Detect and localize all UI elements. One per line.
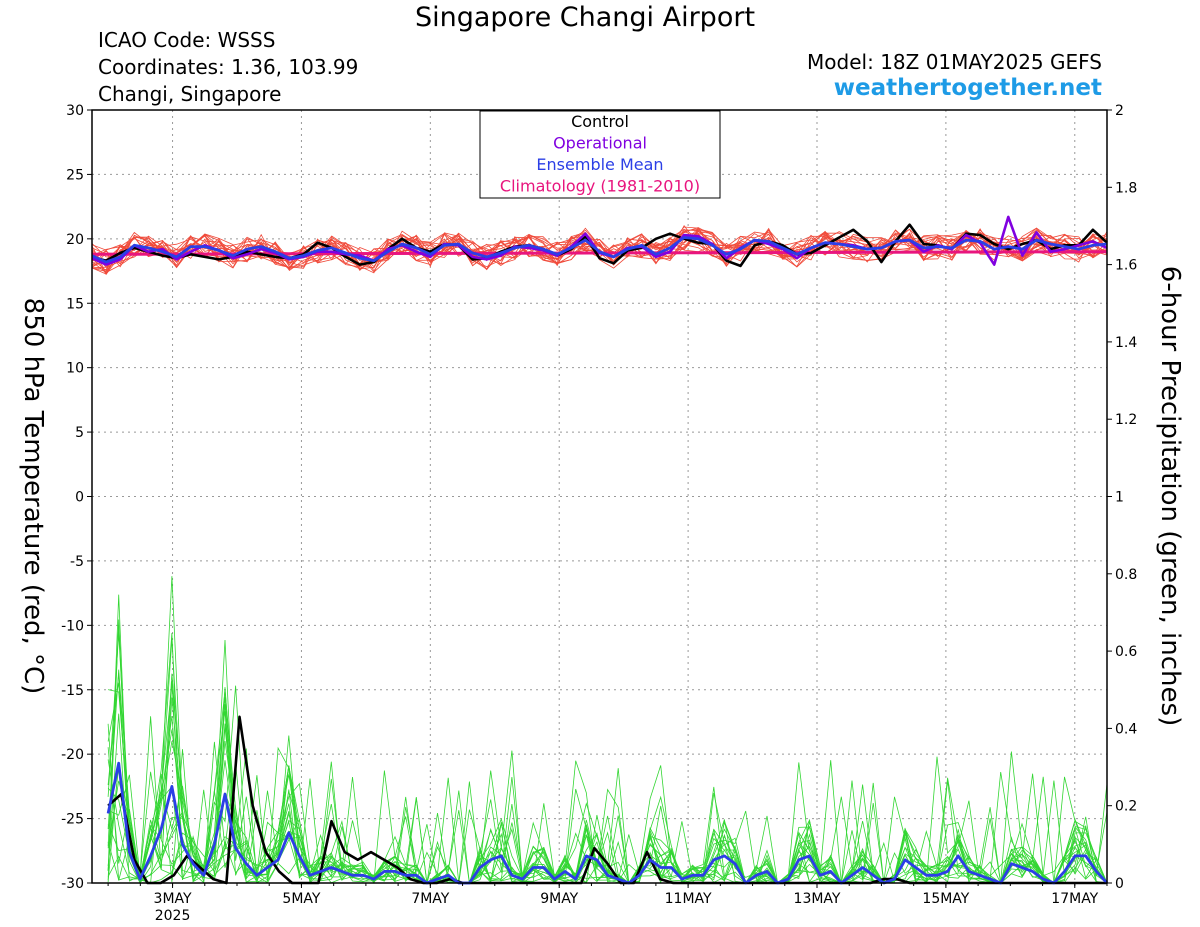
tick-label-left: -30 (61, 876, 84, 892)
ensemble-members (91, 224, 1108, 885)
tick-label-right: 0.8 (1115, 567, 1137, 583)
legend-entry: Control (571, 112, 629, 131)
icao-code: ICAO Code: WSSS (98, 28, 276, 52)
chart-title: Singapore Changi Airport (414, 2, 756, 33)
legend-entry: Climatology (1981-2010) (500, 177, 700, 196)
tick-label-right: 2 (1115, 103, 1124, 119)
legend-box (479, 110, 721, 199)
tick-label-left: -5 (70, 554, 84, 570)
tick-label-right: 1 (1115, 490, 1124, 506)
tick-label-left: 15 (66, 296, 84, 312)
model-run: Model: 18Z 01MAY2025 GEFS (807, 50, 1102, 74)
tick-label-x: 17MAY (1051, 891, 1098, 907)
tick-label-x: 3MAY (154, 891, 192, 907)
tick-label-left: 10 (66, 361, 84, 377)
tick-label-left: 0 (75, 490, 84, 506)
tick-label-right: 0.2 (1115, 799, 1137, 815)
location: Changi, Singapore (98, 82, 282, 106)
temp-member-line (91, 231, 1108, 272)
tick-label-x-year: 2025 (155, 908, 191, 924)
precip-member-line (107, 729, 1108, 885)
tick-label-left: 30 (66, 103, 84, 119)
tick-label-x: 5MAY (282, 891, 320, 907)
tick-label-left: -15 (61, 683, 84, 699)
tick-label-x: 13MAY (794, 891, 841, 907)
precip-member-line (107, 594, 1108, 885)
precip-member-line (107, 723, 1108, 884)
tick-label-left: -25 (61, 812, 84, 828)
precip-member-line (107, 633, 1108, 884)
axes: 302520151050-5-10-15-20-25-3021.81.61.41… (61, 103, 1137, 924)
tick-label-right: 1.8 (1115, 180, 1137, 196)
tick-label-right: 0 (1115, 876, 1124, 892)
tick-label-left: 5 (75, 425, 84, 441)
tick-label-x: 11MAY (665, 891, 712, 907)
tick-label-left: 25 (66, 167, 84, 183)
tick-label-right: 1.6 (1115, 258, 1137, 274)
tick-label-right: 1.4 (1115, 335, 1137, 351)
legend-entry: Ensemble Mean (536, 155, 663, 174)
tick-label-x: 7MAY (411, 891, 449, 907)
tick-label-right: 0.4 (1115, 721, 1137, 737)
tick-label-left: -20 (61, 747, 84, 763)
precip-member-line (107, 681, 1108, 885)
ensemble-mean-precip-line (106, 761, 1109, 885)
legend-entry: Operational (553, 134, 647, 153)
tick-label-x: 15MAY (922, 891, 969, 907)
tick-label-x: 9MAY (540, 891, 578, 907)
tick-label-left: 20 (66, 232, 84, 248)
coordinates: Coordinates: 1.36, 103.99 (98, 55, 359, 79)
precip-member-line (107, 639, 1108, 884)
plot-frame (91, 109, 1108, 884)
precip-member-line (107, 687, 1108, 884)
tick-label-right: 0.6 (1115, 644, 1137, 660)
series-lines (91, 215, 1109, 885)
ensemble-mean-temp-line (91, 236, 1108, 264)
site-link[interactable]: weathertogether.net (833, 75, 1102, 101)
tick-label-left: -10 (61, 618, 84, 634)
precip-member-line (107, 624, 1108, 884)
tick-label-right: 1.2 (1115, 412, 1137, 428)
legend: Control Operational Ensemble Mean Climatolo… (479, 110, 721, 199)
